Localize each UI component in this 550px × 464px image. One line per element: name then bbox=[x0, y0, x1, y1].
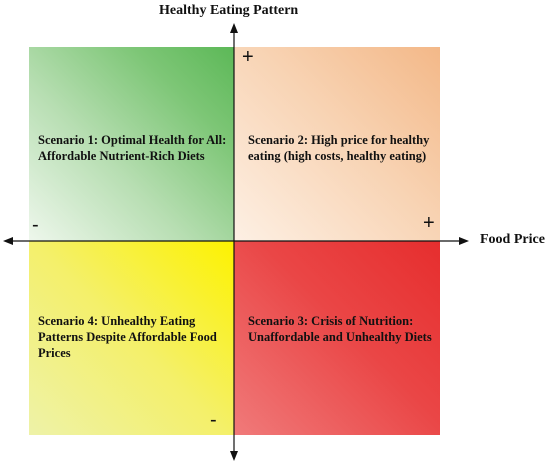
quadrant-scenario-1 bbox=[29, 47, 234, 241]
scenario-2-line-2: eating (high costs, healthy eating) bbox=[248, 149, 427, 163]
x-axis-arrow-left bbox=[3, 237, 13, 245]
scenario-2-line-1: Scenario 2: High price for healthy bbox=[248, 133, 430, 147]
x-axis-title: Food Price bbox=[480, 232, 545, 247]
scenario-3-label: Scenario 3: Crisis of Nutrition: Unaffor… bbox=[248, 313, 432, 345]
scenario-1-label: Scenario 1: Optimal Health for All: Affo… bbox=[38, 132, 226, 164]
y-axis-positive-sign: + bbox=[242, 46, 254, 68]
x-axis-negative-sign: - bbox=[32, 214, 39, 236]
quadrant-scenario-2 bbox=[234, 47, 440, 241]
scenario-4-label: Scenario 4: Unhealthy Eating Patterns De… bbox=[38, 313, 217, 361]
y-axis-negative-sign: - bbox=[210, 409, 217, 431]
quadrant-scenario-4 bbox=[29, 241, 234, 435]
x-axis-positive-sign: + bbox=[423, 212, 435, 234]
y-axis-title: Healthy Eating Pattern bbox=[159, 3, 299, 18]
scenario-2-label: Scenario 2: High price for healthy eatin… bbox=[248, 132, 429, 164]
scenario-4-line-3: Prices bbox=[38, 346, 71, 360]
scenario-1-line-1: Scenario 1: Optimal Health for All: bbox=[38, 133, 227, 147]
scenario-1-line-2: Affordable Nutrient-Rich Diets bbox=[38, 149, 205, 163]
quadrant-scenario-3 bbox=[234, 241, 440, 435]
x-axis-arrow-right bbox=[459, 237, 469, 245]
scenario-4-line-2: Patterns Despite Affordable Food bbox=[38, 330, 217, 344]
y-axis-arrow-down bbox=[230, 451, 238, 461]
scenario-3-line-2: Unaffordable and Unhealthy Diets bbox=[248, 330, 432, 344]
y-axis-arrow-up bbox=[230, 23, 238, 33]
scenario-3-line-1: Scenario 3: Crisis of Nutrition: bbox=[248, 314, 414, 328]
scenario-4-line-1: Scenario 4: Unhealthy Eating bbox=[38, 314, 196, 328]
